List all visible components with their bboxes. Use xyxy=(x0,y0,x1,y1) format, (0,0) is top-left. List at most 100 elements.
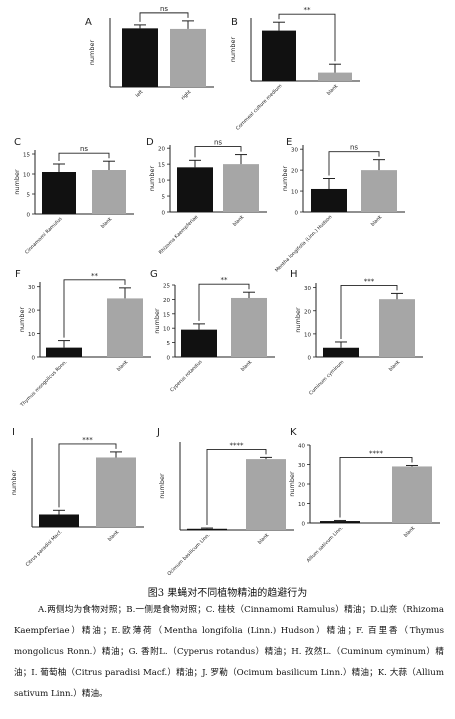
y-axis-title-c: number xyxy=(13,169,21,195)
significance-label-e: ns xyxy=(350,144,358,152)
panel-label-g: G xyxy=(150,269,158,280)
bar-a-1 xyxy=(122,28,158,87)
y-tick-label-e: 10 xyxy=(291,190,298,196)
category-label-f-2: blank xyxy=(116,359,130,373)
bar-d-1 xyxy=(177,167,213,212)
y-tick-label-k: 20 xyxy=(298,483,305,489)
category-label-h-1: Cuminum cyminum xyxy=(308,359,346,397)
y-tick-label-f: 10 xyxy=(28,332,35,338)
y-tick-label-f: 20 xyxy=(28,309,35,315)
significance-label-k: **** xyxy=(369,449,384,457)
category-label-c-1: Cinnamomi Ramulus xyxy=(24,216,64,256)
bar-e-2 xyxy=(361,170,397,212)
y-axis-title-g: number xyxy=(153,308,161,334)
bar-k-2 xyxy=(392,466,432,523)
y-tick-label-g: 0 xyxy=(167,356,171,362)
category-label-h-2: blank xyxy=(388,359,402,373)
category-label-a-2: right xyxy=(180,89,192,101)
bar-j-2 xyxy=(246,459,286,530)
y-tick-label-c: 10 xyxy=(23,173,30,179)
y-axis-title-j: number xyxy=(158,473,166,499)
y-tick-label-c: 0 xyxy=(27,213,31,219)
category-label-b-1: Cornmeal culture medium xyxy=(235,83,284,132)
y-tick-label-d: 10 xyxy=(158,179,165,185)
y-tick-label-k: 40 xyxy=(298,444,305,450)
panel-label-k: K xyxy=(290,427,297,438)
category-label-k-1: Allium sativum Linn. xyxy=(306,525,345,564)
bar-d-2 xyxy=(223,164,259,212)
y-tick-label-k: 30 xyxy=(298,463,305,469)
y-tick-label-d: 0 xyxy=(162,211,166,217)
category-label-c-2: blank xyxy=(100,216,114,230)
category-label-i-1: Citrus paradisi Macf. xyxy=(25,529,64,568)
y-tick-label-g: 5 xyxy=(167,341,171,347)
category-label-j-2: blank xyxy=(257,532,271,546)
significance-label-i: *** xyxy=(82,436,93,444)
bar-f-2 xyxy=(107,298,143,357)
bar-c-2 xyxy=(92,170,126,214)
panel-label-f: F xyxy=(15,269,21,280)
category-label-a-1: left xyxy=(135,89,145,99)
bar-b-1 xyxy=(262,31,296,81)
y-axis-title-d: number xyxy=(148,165,156,191)
bar-h-1 xyxy=(323,348,359,357)
significance-bracket-d xyxy=(195,147,241,158)
bar-b-2 xyxy=(318,73,352,81)
category-label-g-2: blank xyxy=(240,359,254,373)
category-label-k-2: blank xyxy=(403,525,417,539)
y-axis-title-a: number xyxy=(88,39,96,65)
y-tick-label-d: 15 xyxy=(158,163,165,169)
significance-label-f: ** xyxy=(91,272,99,280)
category-label-b-2: blank xyxy=(326,83,340,97)
category-label-e-1: Mentha longifolia (Linn.) Hudson xyxy=(274,214,333,273)
y-tick-label-g: 10 xyxy=(163,327,170,333)
y-axis-title-i: number xyxy=(10,469,18,495)
bar-g-1 xyxy=(181,330,217,357)
figure-caption: 图3 果蝇对不同植物精油的趋避行为 xyxy=(0,584,455,599)
category-label-j-1: Ocimum basilicum Linn. xyxy=(166,532,211,577)
y-tick-label-c: 5 xyxy=(27,193,31,199)
bar-i-2 xyxy=(96,457,136,527)
panel-label-b: B xyxy=(231,17,238,28)
bar-e-1 xyxy=(311,189,347,212)
category-label-f-1: Thymus mongolicus Ronn. xyxy=(19,359,69,409)
significance-label-h: *** xyxy=(364,277,375,285)
y-tick-label-g: 25 xyxy=(163,284,170,290)
y-tick-label-f: 0 xyxy=(32,356,36,362)
y-tick-label-h: 10 xyxy=(304,332,311,338)
bar-c-1 xyxy=(42,172,76,214)
category-label-g-1: Cyperus rotandus xyxy=(169,359,204,394)
y-tick-label-g: 15 xyxy=(163,312,170,318)
significance-label-g: ** xyxy=(221,276,229,284)
panel-label-c: C xyxy=(14,137,21,148)
y-tick-label-g: 20 xyxy=(163,298,170,304)
panel-label-i: I xyxy=(12,427,15,438)
significance-bracket-a xyxy=(140,13,188,22)
bar-i-1 xyxy=(39,514,79,527)
significance-bracket-c xyxy=(59,153,109,161)
figure-legend: A.两侧均为食物对照；B.一侧是食物对照；C. 桂枝（Cinnamomi Ram… xyxy=(14,600,444,705)
y-tick-label-h: 0 xyxy=(308,356,312,362)
bar-a-2 xyxy=(170,29,206,87)
y-tick-label-d: 20 xyxy=(158,147,165,153)
significance-label-c: ns xyxy=(80,145,88,153)
bar-j-1 xyxy=(187,529,227,531)
y-tick-label-d: 5 xyxy=(162,195,166,201)
panel-label-e: E xyxy=(286,137,292,148)
category-label-e-2: blank xyxy=(370,214,384,228)
y-tick-label-k: 10 xyxy=(298,502,305,508)
y-axis-title-k: number xyxy=(288,471,296,497)
significance-label-d: ns xyxy=(214,139,222,147)
panel-label-a: A xyxy=(85,17,92,28)
significance-label-a: ns xyxy=(160,5,168,13)
category-label-d-1: Rhizoma Kaempferiae xyxy=(158,214,200,256)
y-tick-label-h: 20 xyxy=(304,309,311,315)
y-axis-title-f: number xyxy=(18,306,26,332)
y-tick-label-f: 30 xyxy=(28,285,35,291)
category-label-i-2: blank xyxy=(107,529,121,543)
y-tick-label-e: 0 xyxy=(295,211,299,217)
panel-label-d: D xyxy=(146,137,154,148)
panel-label-j: J xyxy=(156,427,160,438)
bar-g-2 xyxy=(231,298,267,357)
